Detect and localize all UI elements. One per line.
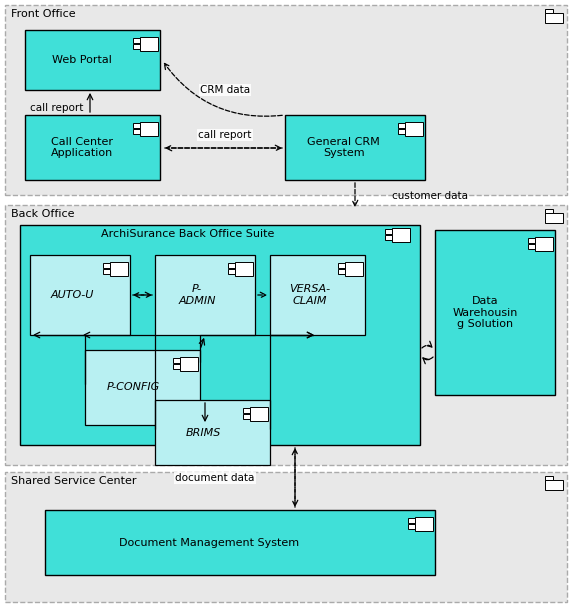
Bar [243, 414, 250, 419]
Text: Web Portal: Web Portal [52, 55, 112, 65]
Bar [133, 38, 140, 43]
Bar [545, 212, 563, 223]
Text: call report: call report [30, 103, 84, 113]
Text: Front Office: Front Office [11, 9, 76, 19]
Bar [155, 400, 270, 465]
Text: Call Center
Application: Call Center Application [50, 137, 113, 158]
Bar [45, 510, 435, 575]
Bar [545, 476, 553, 480]
Text: Shared Service Center: Shared Service Center [11, 476, 136, 486]
Bar [133, 129, 140, 134]
Text: CRM data: CRM data [200, 85, 250, 95]
Text: call report: call report [198, 130, 252, 140]
Text: General CRM
System: General CRM System [308, 137, 380, 158]
Text: BRIMS: BRIMS [186, 427, 221, 438]
Text: AUTO-U: AUTO-U [50, 290, 94, 300]
Bar [337, 263, 345, 268]
Bar [392, 228, 410, 242]
Bar [140, 37, 158, 51]
Bar [109, 262, 128, 276]
Bar [172, 358, 180, 364]
Bar [384, 229, 392, 234]
Bar [172, 364, 180, 369]
Bar [5, 5, 567, 195]
Text: document data: document data [175, 473, 254, 483]
Bar [155, 255, 255, 335]
Bar [133, 44, 140, 49]
Bar [243, 409, 250, 413]
Bar [103, 269, 109, 274]
Bar [5, 205, 567, 465]
Bar [345, 262, 363, 276]
Bar [235, 262, 253, 276]
Bar [180, 357, 198, 371]
Bar [285, 115, 425, 180]
Bar [140, 122, 158, 136]
Bar [30, 255, 130, 335]
Bar [25, 30, 160, 90]
Bar [250, 407, 268, 421]
Text: customer data: customer data [392, 191, 468, 201]
Bar [133, 123, 140, 128]
Bar [398, 123, 405, 128]
Text: Data
Warehousin
g Solution: Data Warehousin g Solution [453, 296, 518, 329]
Bar [384, 235, 392, 240]
Bar [415, 517, 433, 531]
Bar [398, 129, 405, 134]
Text: P-CONFIG: P-CONFIG [107, 382, 160, 393]
Bar [227, 263, 235, 268]
Bar [528, 244, 535, 249]
Text: Back Office: Back Office [11, 209, 74, 219]
Bar [545, 209, 553, 212]
Text: VERSA-
CLAIM: VERSA- CLAIM [289, 284, 331, 306]
Bar [25, 115, 160, 180]
Bar [20, 225, 420, 445]
Bar [535, 237, 553, 251]
Bar [408, 518, 415, 523]
Bar [435, 230, 555, 395]
Text: Document Management System: Document Management System [119, 538, 299, 548]
Bar [545, 480, 563, 490]
Bar [5, 472, 567, 602]
Bar [405, 122, 423, 136]
Text: ArchiSurance Back Office Suite: ArchiSurance Back Office Suite [101, 229, 274, 239]
Bar [85, 350, 200, 425]
Bar [103, 263, 109, 268]
Bar [270, 255, 365, 335]
Text: P-
ADMIN: P- ADMIN [178, 284, 216, 306]
Bar [545, 13, 563, 23]
Bar [545, 9, 553, 13]
Bar [408, 524, 415, 529]
Bar [227, 269, 235, 274]
Bar [528, 239, 535, 243]
Bar [337, 269, 345, 274]
